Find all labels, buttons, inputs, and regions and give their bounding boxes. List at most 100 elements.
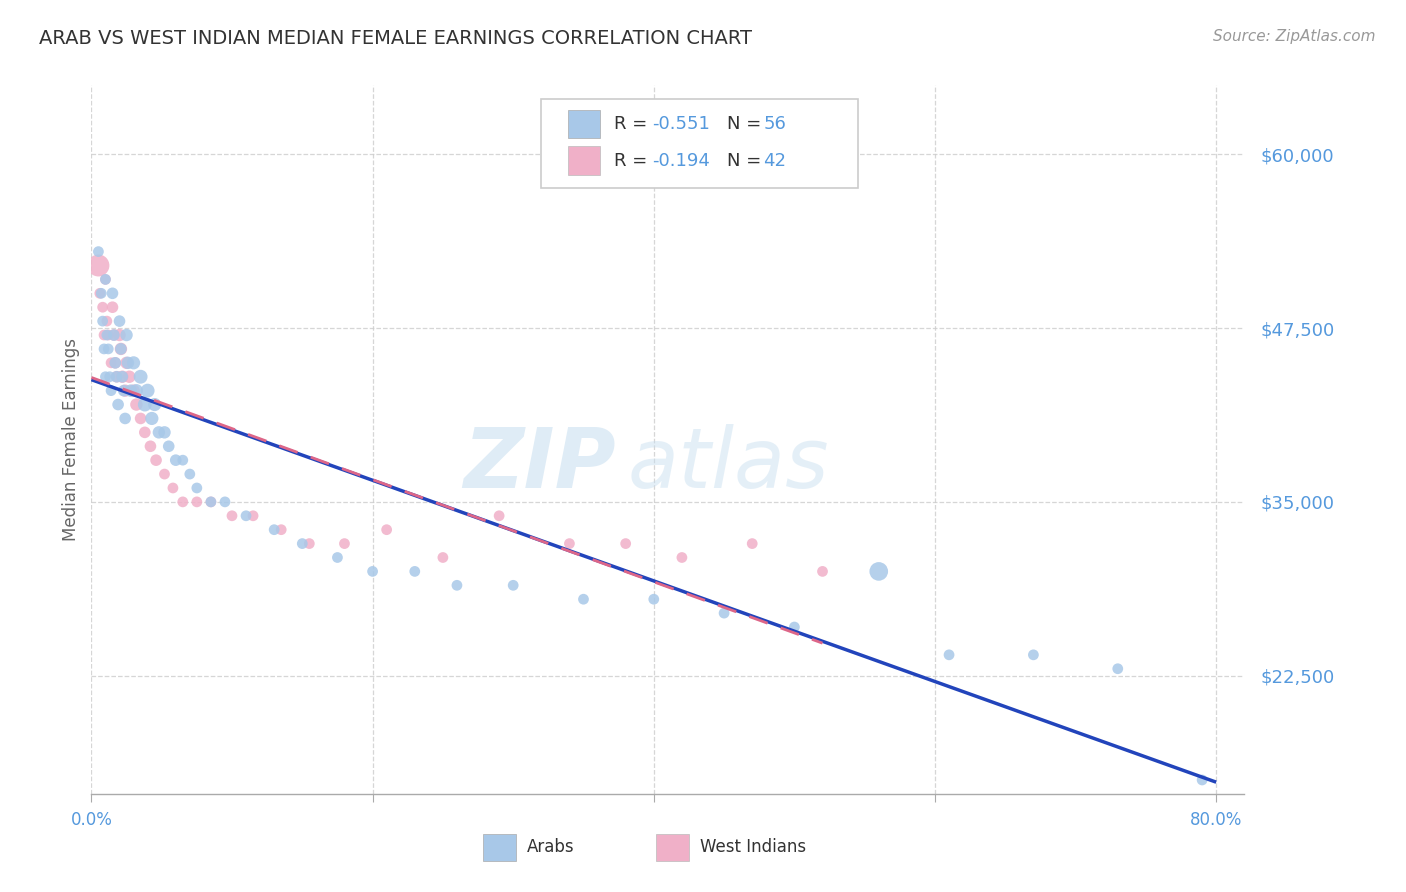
Point: [101, 286, 124, 301]
Text: 42: 42: [763, 152, 786, 169]
Text: R =: R =: [613, 115, 652, 133]
Point: [107, 398, 129, 412]
Point: [104, 356, 127, 370]
Point: [298, 536, 321, 550]
Point: [101, 300, 124, 314]
Point: [270, 523, 292, 537]
Point: [153, 467, 176, 481]
Point: [100, 356, 122, 370]
Point: [103, 328, 125, 343]
Point: [115, 328, 138, 343]
Point: [375, 523, 398, 537]
Point: [129, 369, 152, 384]
Point: [122, 356, 145, 370]
Point: [868, 565, 890, 579]
Point: [108, 314, 131, 328]
Point: [94, 272, 117, 286]
Point: [938, 648, 960, 662]
Point: [111, 369, 134, 384]
Point: [643, 592, 665, 607]
Point: [114, 384, 136, 398]
Point: [114, 411, 136, 425]
Point: [139, 439, 162, 453]
Point: [93, 328, 115, 343]
Point: [326, 550, 349, 565]
Point: [741, 536, 763, 550]
Point: [1191, 772, 1213, 787]
Point: [129, 411, 152, 425]
Point: [108, 328, 131, 343]
Text: 80.0%: 80.0%: [1189, 811, 1243, 829]
Point: [200, 495, 222, 509]
Point: [1107, 662, 1129, 676]
Point: [162, 481, 184, 495]
Point: [558, 536, 581, 550]
Point: [100, 384, 122, 398]
Point: [153, 425, 176, 440]
Text: atlas: atlas: [627, 424, 830, 505]
Point: [91, 300, 114, 314]
Point: [186, 481, 208, 495]
Point: [186, 495, 208, 509]
Point: [110, 342, 132, 356]
Point: [122, 384, 145, 398]
Text: West Indians: West Indians: [700, 838, 806, 856]
Point: [172, 495, 194, 509]
Point: [105, 369, 128, 384]
Point: [145, 453, 167, 467]
Point: [103, 328, 125, 343]
Text: Source: ZipAtlas.com: Source: ZipAtlas.com: [1212, 29, 1375, 45]
Text: Arabs: Arabs: [527, 838, 575, 856]
Point: [713, 606, 735, 620]
Point: [98, 369, 121, 384]
Point: [143, 398, 166, 412]
Point: [115, 356, 138, 370]
Point: [110, 342, 132, 356]
Point: [111, 369, 134, 384]
FancyBboxPatch shape: [484, 834, 516, 861]
Point: [361, 565, 384, 579]
Point: [446, 578, 468, 592]
Point: [94, 272, 117, 286]
Point: [96, 314, 118, 328]
Point: [502, 578, 524, 592]
Text: -0.551: -0.551: [652, 115, 710, 133]
Point: [96, 328, 118, 343]
Point: [105, 369, 128, 384]
Point: [89, 286, 111, 301]
Point: [235, 508, 257, 523]
Text: ARAB VS WEST INDIAN MEDIAN FEMALE EARNINGS CORRELATION CHART: ARAB VS WEST INDIAN MEDIAN FEMALE EARNIN…: [39, 29, 752, 48]
Point: [134, 398, 156, 412]
Point: [136, 384, 159, 398]
Point: [179, 467, 201, 481]
Text: ZIP: ZIP: [464, 424, 616, 505]
Text: 56: 56: [763, 115, 786, 133]
Point: [671, 550, 693, 565]
Point: [125, 398, 148, 412]
Point: [117, 356, 139, 370]
FancyBboxPatch shape: [568, 110, 600, 138]
Point: [112, 384, 135, 398]
Point: [94, 369, 117, 384]
Point: [404, 565, 426, 579]
Y-axis label: Median Female Earnings: Median Female Earnings: [62, 338, 80, 541]
Point: [783, 620, 806, 634]
Point: [333, 536, 356, 550]
Point: [141, 411, 163, 425]
Point: [291, 536, 314, 550]
Text: N =: N =: [727, 115, 766, 133]
Point: [432, 550, 454, 565]
Point: [104, 356, 127, 370]
Text: R =: R =: [613, 152, 652, 169]
Point: [1022, 648, 1045, 662]
Point: [221, 508, 243, 523]
Point: [118, 369, 141, 384]
Point: [97, 328, 120, 343]
Point: [87, 259, 110, 273]
Point: [811, 565, 834, 579]
Point: [214, 495, 236, 509]
Point: [90, 286, 112, 301]
Point: [263, 523, 285, 537]
Point: [488, 508, 510, 523]
Point: [572, 592, 595, 607]
